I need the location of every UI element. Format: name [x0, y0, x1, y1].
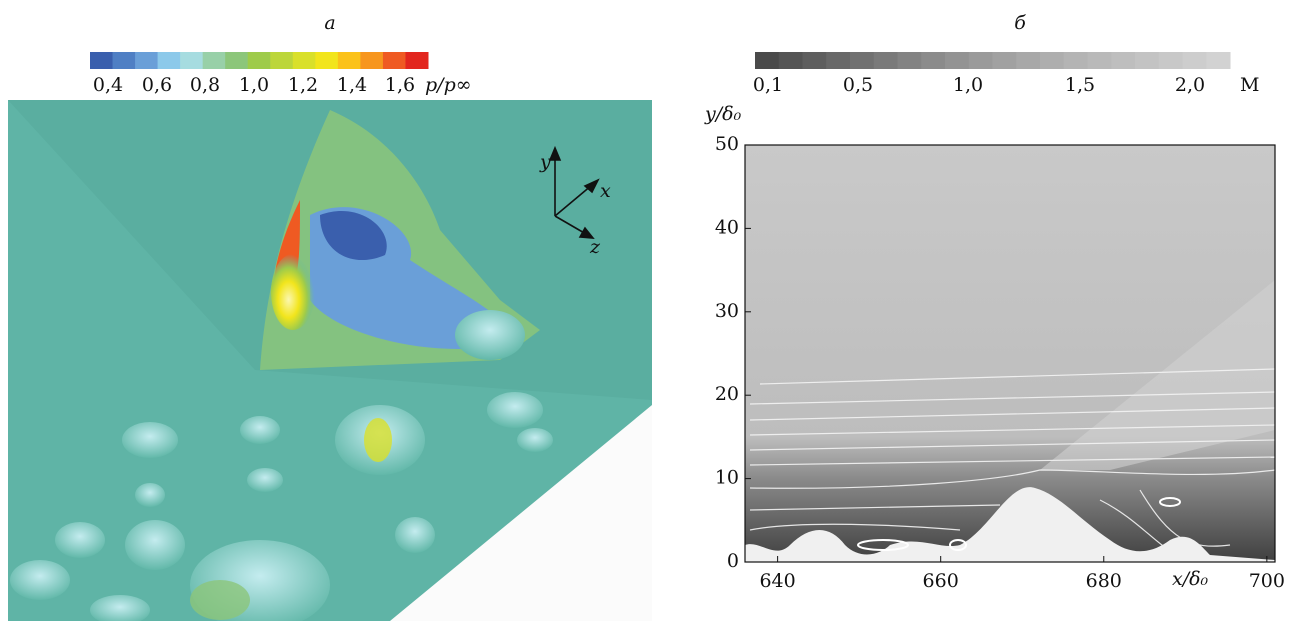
colorbar-swatch [338, 52, 361, 69]
colorbar-swatch [1016, 52, 1040, 69]
colorbar-tick-label: 0,4 [93, 74, 123, 96]
colorbar-swatch [898, 52, 922, 69]
render-3d [8, 100, 652, 621]
colorbar-swatch [755, 52, 779, 69]
colorbar-swatch [1135, 52, 1159, 69]
y-tick-label: 30 [715, 300, 739, 322]
colorbar-swatch [158, 52, 181, 69]
panel-label: б [1014, 12, 1026, 34]
colorbar-swatch [850, 52, 874, 69]
y-tick-label: 50 [715, 133, 739, 155]
colorbar-swatch [1040, 52, 1064, 69]
colorbar-swatch [383, 52, 406, 69]
colorbar-swatch [270, 52, 293, 69]
colorbar-unit: p/p∞ [425, 74, 472, 96]
colorbar-swatch [90, 52, 113, 69]
x-tick-label: 680 [1086, 570, 1122, 592]
colorbar-swatch [293, 52, 316, 69]
colorbar-swatch [945, 52, 969, 69]
colorbar-tick-label: 1,5 [1065, 74, 1095, 96]
y-axis-label: y/δ₀ [704, 103, 742, 125]
colorbar-swatch [921, 52, 945, 69]
colorbar-swatch [1159, 52, 1183, 69]
x-axis-label: x/δ₀ [1172, 568, 1209, 590]
colorbar-swatch [225, 52, 248, 69]
y-tick-label: 20 [715, 383, 739, 405]
y-tick-label: 10 [715, 467, 739, 489]
colorbar-swatch [180, 52, 203, 69]
axis-label: y [539, 151, 551, 173]
colorbar-tick-label: 0,5 [843, 74, 873, 96]
flow-field [745, 145, 1275, 562]
colorbar-tick-label: 1,2 [288, 74, 318, 96]
x-tick-label: 640 [759, 570, 795, 592]
colorbar-swatch [1088, 52, 1112, 69]
colorbar-swatch [1111, 52, 1135, 69]
colorbar-tick-label: 2,0 [1175, 74, 1205, 96]
colorbar-swatch [1206, 52, 1230, 69]
figure: а б y x z p/p∞ [0, 0, 1291, 621]
axis-label: x [600, 180, 611, 202]
colorbar-swatch [826, 52, 850, 69]
colorbar-swatch [248, 52, 271, 69]
y-tick-label: 40 [715, 216, 739, 238]
colorbar-swatch [405, 52, 428, 69]
colorbar-swatch [779, 52, 803, 69]
colorbar-swatch [113, 52, 136, 69]
colorbar-swatch [135, 52, 158, 69]
colorbar-swatch [993, 52, 1017, 69]
colorbar-swatch [203, 52, 226, 69]
colorbar-tick-label: 1,4 [337, 74, 367, 96]
colorbar-swatch [803, 52, 827, 69]
colorbar-swatch [315, 52, 338, 69]
colorbar-swatch [360, 52, 383, 69]
colorbar-swatch [969, 52, 993, 69]
colorbar-tick-label: 0,8 [190, 74, 220, 96]
colorbar-tick-label: 0,1 [753, 74, 783, 96]
colorbar-swatch [1183, 52, 1207, 69]
x-tick-label: 700 [1249, 570, 1285, 592]
colorbar-tick-label: 1,0 [953, 74, 983, 96]
colorbar-swatch [1064, 52, 1088, 69]
colorbar-tick-label: 1,0 [239, 74, 269, 96]
colorbar-tick-label: 1,6 [385, 74, 415, 96]
colorbar-swatch [874, 52, 898, 69]
panel-label: а [324, 12, 335, 34]
x-tick-label: 660 [923, 570, 959, 592]
colorbar-unit: M [1240, 74, 1259, 96]
colorbar-tick-label: 0,6 [142, 74, 172, 96]
y-tick-label: 0 [727, 550, 739, 572]
axis-label: z [589, 236, 601, 258]
